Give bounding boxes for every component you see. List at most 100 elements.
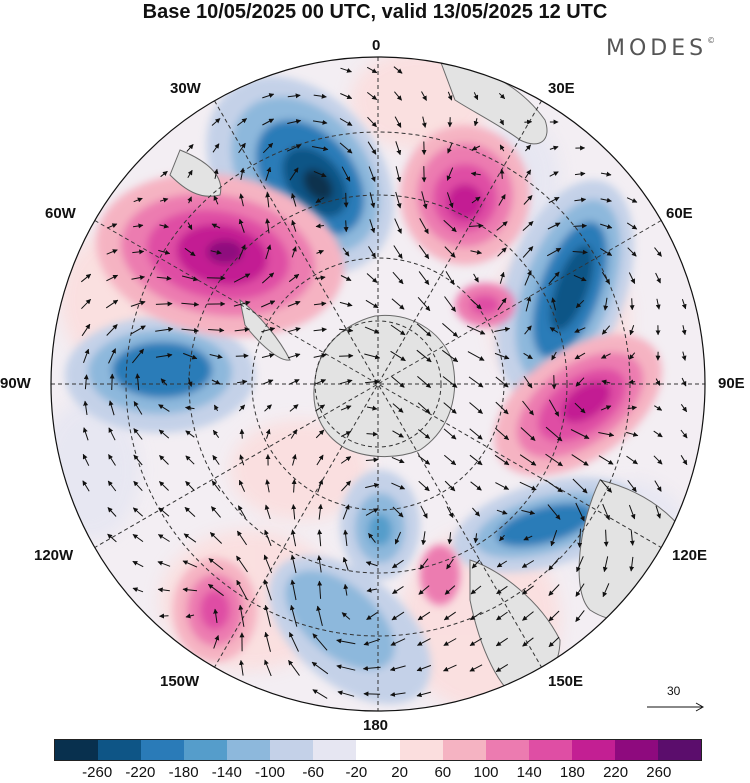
reference-vector-value: 30 <box>667 684 681 698</box>
wind-arrow <box>628 379 636 385</box>
wind-arrow <box>469 611 482 621</box>
wind-arrow <box>681 299 687 310</box>
wind-arrow <box>238 218 245 233</box>
wind-arrow <box>288 379 300 385</box>
wind-arrow <box>107 533 117 543</box>
wind-arrow <box>417 429 431 439</box>
wind-arrow <box>467 351 485 361</box>
wind-arrow <box>264 529 272 547</box>
wind-arrow <box>337 690 355 697</box>
lon-label-150w: 150W <box>160 673 200 690</box>
colorbar-tick-label: 20 <box>391 764 408 781</box>
wind-arrow <box>444 585 456 595</box>
wind-arrow <box>498 92 506 100</box>
wind-arrow <box>83 374 89 390</box>
colorbar-tick-label: -140 <box>211 764 242 781</box>
wind-arrow <box>395 166 402 183</box>
colorbar-swatch <box>98 740 142 760</box>
wind-arrow <box>83 400 89 415</box>
wind-arrow <box>494 326 511 332</box>
wind-arrow <box>548 196 560 204</box>
colorbar-tick-label: 100 <box>473 764 499 781</box>
wind-arrow <box>421 116 427 128</box>
wind-arrow <box>547 222 561 230</box>
wind-arrow <box>366 92 378 100</box>
colorbar-swatch <box>442 740 486 760</box>
wind-arrow <box>290 554 297 574</box>
wind-arrow <box>208 558 224 570</box>
wind-arrow <box>341 166 351 182</box>
wind-arrow <box>339 118 353 126</box>
wind-arrow <box>548 636 560 648</box>
wind-arrow <box>208 327 225 333</box>
wind-arrow <box>106 324 118 336</box>
wind-arrow <box>342 247 350 257</box>
wind-arrow <box>473 533 479 544</box>
wind-arrow <box>339 327 354 333</box>
colorbar-tick-label: -260 <box>82 764 113 781</box>
wind-arrow <box>469 402 483 414</box>
wind-arrow <box>571 454 589 466</box>
wind-arrow <box>185 430 195 438</box>
wind-arrow <box>159 223 169 229</box>
wind-arrow <box>342 556 349 571</box>
wind-arrow <box>417 376 431 388</box>
wind-arrow <box>159 455 169 465</box>
wind-arrow <box>239 193 245 207</box>
wind-arrow <box>182 560 198 568</box>
wind-arrow <box>546 247 562 257</box>
wind-arrow <box>444 480 456 492</box>
wind-arrow <box>313 170 327 178</box>
wind-arrow <box>522 585 534 595</box>
wind-arrow <box>339 353 354 359</box>
wind-arrow <box>519 481 537 491</box>
wind-arrow <box>133 223 144 229</box>
wind-arrow <box>366 273 378 283</box>
wind-arrow <box>290 529 297 547</box>
wind-arrow <box>416 691 432 698</box>
wind-arrow <box>340 67 352 73</box>
wind-arrow <box>261 353 275 359</box>
wind-arrow <box>156 275 172 281</box>
wind-arrow <box>395 191 402 209</box>
wind-arrow <box>470 585 482 595</box>
wind-arrow <box>233 273 251 283</box>
wind-arrow <box>106 249 118 255</box>
wind-arrow <box>421 531 427 546</box>
colorbar-swatch <box>227 740 271 760</box>
wind-arrow <box>626 431 639 437</box>
wind-arrow <box>158 249 171 255</box>
lon-label-180: 180 <box>363 717 389 734</box>
wind-arrow <box>654 480 662 492</box>
wind-arrow <box>629 530 635 546</box>
wind-arrow <box>548 271 560 285</box>
wind-arrow <box>343 192 349 208</box>
wind-arrow <box>316 605 323 627</box>
wind-arrow <box>185 613 195 619</box>
wind-arrow <box>235 353 249 359</box>
wind-arrow <box>238 479 246 492</box>
wind-arrow <box>341 612 351 620</box>
wind-arrow <box>363 691 381 697</box>
wind-arrow <box>443 219 457 233</box>
wind-arrow <box>495 401 509 415</box>
wind-arrow <box>627 405 637 411</box>
wind-arrow <box>265 479 271 493</box>
wind-arrow <box>392 430 404 438</box>
wind-arrow <box>368 166 376 182</box>
wind-arrow <box>159 197 169 203</box>
wind-arrow <box>600 248 613 256</box>
wind-arrow <box>287 93 301 99</box>
wind-arrow <box>340 275 352 281</box>
wind-arrow <box>289 404 299 412</box>
wind-arrow <box>262 93 275 99</box>
wind-arrow <box>213 635 220 649</box>
wind-arrow <box>314 275 326 281</box>
map-border <box>50 56 706 712</box>
wind-arrow <box>417 638 431 646</box>
wind-arrow <box>236 530 248 546</box>
wind-arrow <box>367 141 377 155</box>
wind-arrow <box>366 405 378 411</box>
wind-arrow <box>416 664 432 672</box>
wind-arrow <box>264 631 271 652</box>
